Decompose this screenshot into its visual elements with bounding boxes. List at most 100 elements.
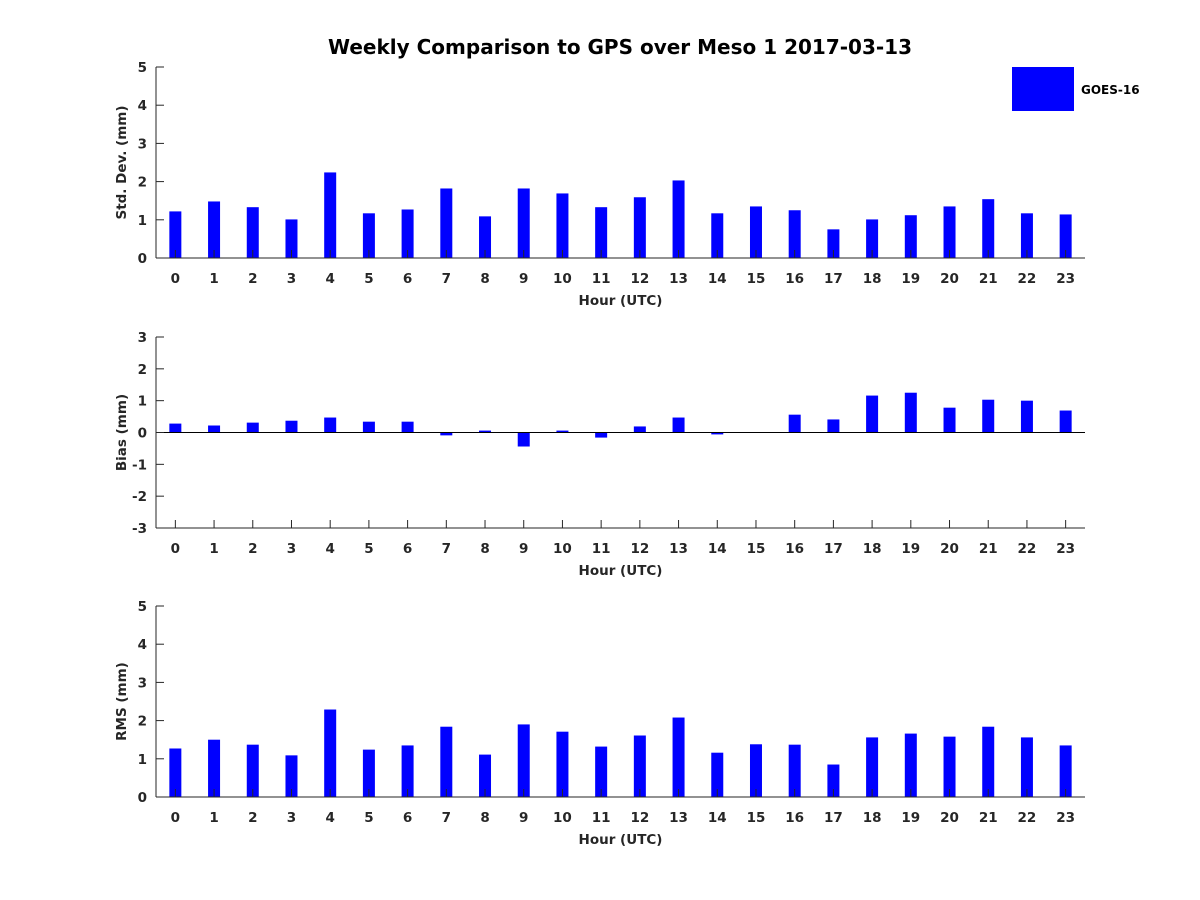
bar-rms-7 bbox=[440, 726, 453, 797]
y-tick-label: 4 bbox=[138, 637, 147, 653]
x-tick-label: 7 bbox=[442, 541, 451, 557]
bar-bias-17 bbox=[827, 419, 840, 433]
x-tick-label: 1 bbox=[209, 810, 218, 826]
legend-label: GOES-16 bbox=[1081, 83, 1140, 97]
bar-bias-22 bbox=[1020, 400, 1033, 433]
y-tick-label: 0 bbox=[138, 790, 147, 806]
y-axis-label: Bias (mm) bbox=[114, 394, 130, 471]
x-tick-label: 2 bbox=[248, 541, 257, 557]
bar-rms-9 bbox=[517, 724, 530, 797]
x-tick-label: 16 bbox=[785, 810, 804, 826]
x-tick-label: 6 bbox=[403, 541, 412, 557]
y-tick-label: 3 bbox=[138, 330, 147, 346]
bar-std-dev-8 bbox=[479, 216, 492, 258]
bar-std-dev-1 bbox=[208, 201, 221, 258]
x-tick-label: 20 bbox=[940, 271, 959, 287]
x-tick-label: 6 bbox=[403, 810, 412, 826]
bar-rms-10 bbox=[556, 731, 569, 797]
x-tick-label: 18 bbox=[863, 271, 882, 287]
bar-rms-16 bbox=[788, 744, 801, 797]
bar-rms-22 bbox=[1020, 737, 1033, 797]
bar-bias-2 bbox=[246, 422, 259, 433]
bar-std-dev-2 bbox=[246, 207, 259, 258]
y-tick-label: 2 bbox=[138, 714, 147, 730]
y-tick-label: -2 bbox=[132, 489, 147, 505]
y-tick-label: 0 bbox=[138, 251, 147, 267]
y-tick-label: 5 bbox=[138, 599, 147, 615]
bar-std-dev-21 bbox=[982, 199, 995, 258]
bar-bias-21 bbox=[982, 399, 995, 433]
x-tick-label: 19 bbox=[901, 271, 920, 287]
bar-std-dev-23 bbox=[1059, 214, 1072, 258]
bar-bias-19 bbox=[904, 392, 917, 433]
x-tick-label: 23 bbox=[1056, 271, 1075, 287]
bar-std-dev-13 bbox=[672, 180, 685, 258]
bar-bias-3 bbox=[285, 420, 298, 433]
bar-rms-1 bbox=[208, 739, 221, 797]
x-tick-label: 0 bbox=[171, 541, 180, 557]
x-tick-label: 11 bbox=[592, 271, 611, 287]
bar-rms-13 bbox=[672, 717, 685, 797]
bar-rms-2 bbox=[246, 744, 259, 797]
x-tick-label: 12 bbox=[630, 541, 649, 557]
x-tick-label: 1 bbox=[209, 541, 218, 557]
x-tick-label: 22 bbox=[1018, 810, 1037, 826]
x-tick-label: 10 bbox=[553, 810, 572, 826]
x-axis-label: Hour (UTC) bbox=[579, 563, 663, 579]
bar-bias-20 bbox=[943, 407, 956, 433]
x-tick-label: 13 bbox=[669, 810, 688, 826]
bar-rms-3 bbox=[285, 755, 298, 797]
y-tick-label: -1 bbox=[132, 457, 147, 473]
bar-rms-14 bbox=[711, 752, 724, 797]
bar-std-dev-16 bbox=[788, 210, 801, 258]
x-tick-label: 5 bbox=[364, 810, 373, 826]
x-tick-label: 22 bbox=[1018, 271, 1037, 287]
bar-rms-0 bbox=[169, 748, 182, 797]
bar-bias-1 bbox=[208, 425, 221, 433]
bar-bias-5 bbox=[362, 421, 375, 433]
x-tick-label: 11 bbox=[592, 810, 611, 826]
x-tick-label: 17 bbox=[824, 810, 843, 826]
bar-std-dev-18 bbox=[866, 219, 879, 258]
bar-std-dev-11 bbox=[595, 207, 608, 258]
x-tick-label: 21 bbox=[979, 541, 998, 557]
x-tick-label: 17 bbox=[824, 271, 843, 287]
x-tick-label: 2 bbox=[248, 810, 257, 826]
x-tick-label: 18 bbox=[863, 541, 882, 557]
x-tick-label: 14 bbox=[708, 810, 727, 826]
x-tick-label: 3 bbox=[287, 271, 296, 287]
bar-std-dev-12 bbox=[633, 197, 646, 258]
x-axis-label: Hour (UTC) bbox=[579, 293, 663, 309]
bar-bias-10 bbox=[556, 430, 569, 433]
bar-std-dev-6 bbox=[401, 209, 414, 258]
bar-bias-23 bbox=[1059, 410, 1072, 433]
x-tick-label: 7 bbox=[442, 271, 451, 287]
bar-rms-17 bbox=[827, 764, 840, 797]
x-tick-label: 15 bbox=[747, 541, 766, 557]
bar-rms-8 bbox=[479, 754, 492, 797]
x-tick-label: 23 bbox=[1056, 810, 1075, 826]
bar-bias-0 bbox=[169, 423, 182, 433]
x-tick-label: 16 bbox=[785, 271, 804, 287]
bar-rms-12 bbox=[633, 735, 646, 797]
x-tick-label: 20 bbox=[940, 810, 959, 826]
x-tick-label: 5 bbox=[364, 541, 373, 557]
y-tick-label: 5 bbox=[138, 60, 147, 76]
x-tick-label: 14 bbox=[708, 541, 727, 557]
y-tick-label: 1 bbox=[138, 213, 147, 229]
x-tick-label: 6 bbox=[403, 271, 412, 287]
x-tick-label: 22 bbox=[1018, 541, 1037, 557]
x-tick-label: 19 bbox=[901, 541, 920, 557]
x-tick-label: 2 bbox=[248, 271, 257, 287]
x-tick-label: 5 bbox=[364, 271, 373, 287]
bar-rms-4 bbox=[324, 709, 337, 797]
bar-rms-21 bbox=[982, 726, 995, 797]
y-axis-label: RMS (mm) bbox=[114, 662, 130, 741]
bar-std-dev-0 bbox=[169, 211, 182, 258]
bar-std-dev-19 bbox=[904, 215, 917, 258]
x-tick-label: 4 bbox=[325, 810, 334, 826]
x-tick-label: 12 bbox=[630, 271, 649, 287]
bar-std-dev-5 bbox=[362, 213, 375, 258]
